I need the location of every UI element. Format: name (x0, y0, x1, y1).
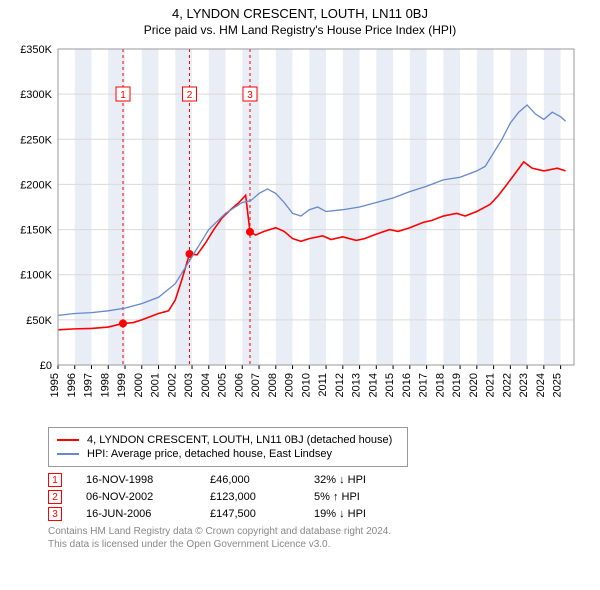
svg-text:2003: 2003 (183, 373, 195, 397)
svg-text:2019: 2019 (451, 373, 463, 397)
chart-subtitle: Price paid vs. HM Land Registry's House … (10, 23, 590, 37)
svg-text:2007: 2007 (250, 373, 262, 397)
legend-swatch (57, 439, 79, 441)
svg-text:2024: 2024 (535, 373, 547, 397)
svg-text:£150K: £150K (20, 225, 52, 237)
svg-text:2012: 2012 (334, 373, 346, 397)
svg-text:£300K: £300K (20, 89, 52, 101)
sale-row: 1 16-NOV-1998 £46,000 32% ↓ HPI (48, 473, 580, 487)
svg-text:2022: 2022 (501, 373, 513, 397)
sale-price: £46,000 (210, 474, 290, 486)
svg-text:1996: 1996 (66, 373, 78, 397)
svg-text:£200K: £200K (20, 179, 52, 191)
legend-row: 4, LYNDON CRESCENT, LOUTH, LN11 0BJ (det… (57, 434, 399, 446)
svg-text:2011: 2011 (317, 373, 329, 397)
sales-table: 1 16-NOV-1998 £46,000 32% ↓ HPI 2 06-NOV-2002… (48, 473, 580, 521)
chart-area: £0 £50K £100K £150K £200K £250K £300K £350K 1995… (10, 41, 590, 421)
svg-text:2014: 2014 (367, 373, 379, 397)
sale-date: 16-JUN-2006 (86, 508, 186, 520)
svg-text:2009: 2009 (284, 373, 296, 397)
sale-diff: 32% ↓ HPI (314, 474, 404, 486)
svg-text:£350K: £350K (20, 44, 52, 56)
svg-text:2016: 2016 (401, 373, 413, 397)
svg-text:2000: 2000 (133, 373, 145, 397)
svg-text:2001: 2001 (150, 373, 162, 397)
legend-label: 4, LYNDON CRESCENT, LOUTH, LN11 0BJ (det… (87, 434, 392, 446)
legend-swatch (57, 453, 79, 455)
sale-date: 06-NOV-2002 (86, 491, 186, 503)
svg-text:1997: 1997 (83, 373, 95, 397)
svg-text:2018: 2018 (434, 373, 446, 397)
sale-price: £147,500 (210, 508, 290, 520)
svg-text:1995: 1995 (49, 373, 61, 397)
svg-text:2013: 2013 (351, 373, 363, 397)
svg-text:2008: 2008 (267, 373, 279, 397)
svg-text:£100K: £100K (20, 270, 52, 282)
svg-text:2004: 2004 (200, 373, 212, 397)
sale-marker: 1 (48, 473, 62, 487)
sale-marker: 3 (48, 507, 62, 521)
sale-row: 2 06-NOV-2002 £123,000 5% ↑ HPI (48, 490, 580, 504)
chart-title: 4, LYNDON CRESCENT, LOUTH, LN11 0BJ (10, 6, 590, 21)
svg-text:2005: 2005 (217, 373, 229, 397)
svg-text:2021: 2021 (485, 373, 497, 397)
sale-diff: 5% ↑ HPI (314, 491, 404, 503)
sale-marker: 2 (48, 490, 62, 504)
svg-text:£0: £0 (40, 360, 52, 372)
svg-text:2015: 2015 (384, 373, 396, 397)
sale-date: 16-NOV-1998 (86, 474, 186, 486)
legend-label: HPI: Average price, detached house, East… (87, 448, 332, 460)
svg-text:1: 1 (120, 90, 126, 101)
svg-text:1998: 1998 (99, 373, 111, 397)
svg-text:2: 2 (187, 90, 193, 101)
svg-text:2020: 2020 (468, 373, 480, 397)
sale-row: 3 16-JUN-2006 £147,500 19% ↓ HPI (48, 507, 580, 521)
svg-text:2006: 2006 (233, 373, 245, 397)
svg-text:2010: 2010 (300, 373, 312, 397)
line-chart: £0 £50K £100K £150K £200K £250K £300K £350K 1995… (10, 41, 590, 421)
svg-text:2002: 2002 (166, 373, 178, 397)
svg-text:£50K: £50K (26, 315, 52, 327)
legend-row: HPI: Average price, detached house, East… (57, 448, 399, 460)
svg-text:2025: 2025 (552, 373, 564, 397)
attribution-line: Contains HM Land Registry data © Crown c… (48, 525, 580, 538)
attribution-line: This data is licensed under the Open Gov… (48, 538, 580, 551)
svg-text:2017: 2017 (418, 373, 430, 397)
legend: 4, LYNDON CRESCENT, LOUTH, LN11 0BJ (det… (48, 427, 408, 467)
svg-text:£250K: £250K (20, 134, 52, 146)
svg-text:2023: 2023 (518, 373, 530, 397)
sale-diff: 19% ↓ HPI (314, 508, 404, 520)
svg-text:3: 3 (247, 90, 253, 101)
svg-text:1999: 1999 (116, 373, 128, 397)
sale-price: £123,000 (210, 491, 290, 503)
attribution: Contains HM Land Registry data © Crown c… (48, 525, 580, 551)
